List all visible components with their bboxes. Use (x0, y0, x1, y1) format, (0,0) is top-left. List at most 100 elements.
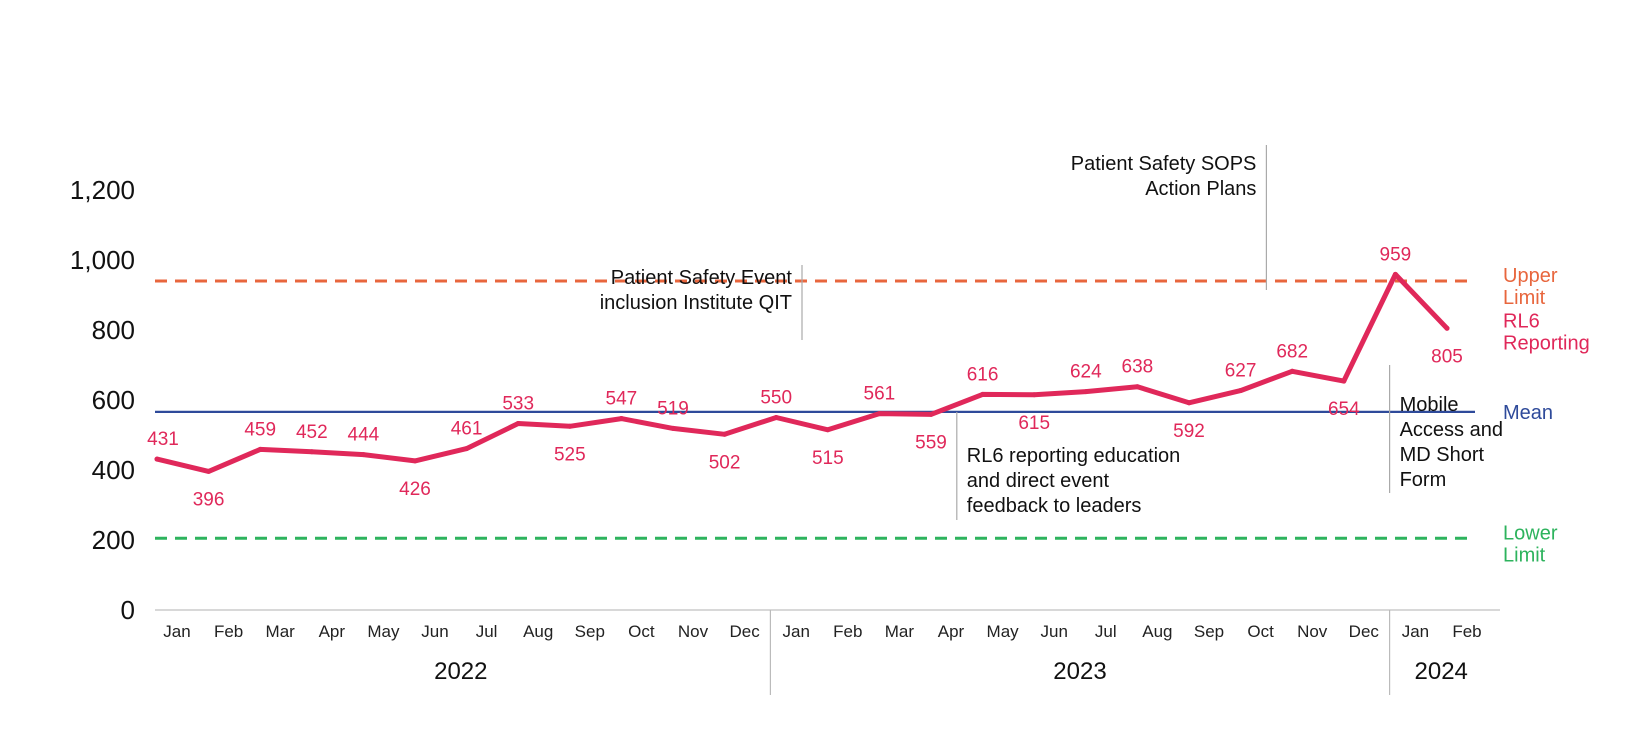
x-tick-label: Jan (1402, 622, 1429, 641)
data-point (618, 416, 624, 422)
data-label: 550 (760, 388, 792, 409)
data-point (1341, 378, 1347, 384)
data-label: 805 (1431, 346, 1463, 367)
data-point (1083, 389, 1089, 395)
mean-line-label: Mean (1503, 402, 1553, 424)
data-label: 515 (812, 448, 844, 469)
x-tick-label: Jul (476, 622, 498, 641)
series-rl6-reporting (154, 271, 1450, 474)
x-tick-label: Feb (833, 622, 862, 641)
upper-line-label: Upper (1503, 265, 1558, 287)
reference-lines (155, 279, 1475, 540)
data-point (360, 452, 366, 458)
data-point (206, 468, 212, 474)
data-point (154, 456, 160, 462)
annotation-text: Form (1400, 469, 1447, 491)
data-label: 592 (1173, 421, 1205, 442)
x-tick-label: Jun (421, 622, 448, 641)
x-tick-label: Jan (163, 622, 190, 641)
data-label: 459 (244, 419, 276, 440)
x-tick-label: Mar (266, 622, 296, 641)
data-label: 533 (502, 393, 534, 414)
data-point (567, 423, 573, 429)
data-point (722, 431, 728, 437)
x-tick-label: Mar (885, 622, 915, 641)
data-label: 682 (1276, 341, 1308, 362)
annotation-text: Access and (1400, 419, 1503, 441)
x-tick-label: Oct (628, 622, 655, 641)
data-label: 396 (193, 489, 225, 510)
annotation-text: and direct event (967, 470, 1110, 492)
series-label: Reporting (1503, 332, 1590, 354)
data-point (670, 425, 676, 431)
annotation-text: inclusion Institute QIT (600, 292, 792, 314)
x-tick-label: May (367, 622, 400, 641)
x-axis: Jan Feb Mar Apr May Jun Jul Aug Sep Oct Nov Dec Jan F… (155, 609, 1500, 695)
data-point (1186, 400, 1192, 406)
annotation-text: Mobile (1400, 394, 1459, 416)
data-point (773, 415, 779, 420)
data-label: 461 (451, 419, 483, 440)
year-label: 2022 (434, 658, 487, 685)
y-tick-label: 200 (92, 525, 135, 555)
x-tick-label: Jun (1040, 622, 1067, 641)
x-tick-label: Jan (782, 622, 809, 641)
y-tick-label: 0 (121, 595, 135, 625)
data-point (1289, 368, 1295, 374)
y-axis: 0 200 400 600 800 1,000 1,200 (70, 175, 135, 625)
annotations: Patient Safety Event inclusion Institute … (600, 145, 1503, 520)
data-point (825, 427, 831, 433)
data-label: 444 (348, 425, 380, 446)
data-label: 559 (915, 432, 947, 453)
data-label: 502 (709, 452, 741, 473)
annotation-text: feedback to leaders (967, 495, 1142, 517)
annotation-text: RL6 reporting education (967, 445, 1180, 467)
x-tick-label: Apr (319, 622, 346, 641)
y-tick-label: 1,000 (70, 245, 135, 275)
year-label: 2024 (1415, 658, 1468, 685)
data-point (1134, 384, 1140, 390)
x-tick-label: Sep (575, 622, 605, 641)
data-point (309, 449, 315, 455)
x-tick-label: Feb (1452, 622, 1481, 641)
upper-line-label: Limit (1503, 287, 1546, 309)
data-label: 654 (1328, 399, 1360, 420)
data-label: 547 (606, 389, 638, 410)
data-label: 431 (147, 429, 179, 450)
data-point (1444, 325, 1450, 331)
data-point (412, 458, 418, 464)
x-tick-label: Aug (1142, 622, 1172, 641)
data-label: 525 (554, 444, 586, 465)
data-label: 638 (1122, 357, 1154, 378)
data-label: 616 (967, 364, 999, 385)
annotation-text: Patient Safety Event (611, 267, 793, 289)
lower-line-label: Limit (1503, 544, 1546, 566)
x-tick-label: Dec (1349, 622, 1380, 641)
series-line (154, 271, 1450, 474)
x-tick-label: Jul (1095, 622, 1117, 641)
data-point (464, 446, 470, 452)
y-tick-label: 600 (92, 385, 135, 415)
annotation-text: Patient Safety SOPS (1071, 153, 1257, 175)
x-tick-label: Nov (1297, 622, 1328, 641)
y-tick-label: 400 (92, 455, 135, 485)
data-point (876, 411, 882, 417)
annotation-text: Action Plans (1145, 178, 1256, 200)
x-tick-label: Oct (1247, 622, 1274, 641)
year-label: 2023 (1053, 658, 1106, 685)
annotation-text: MD Short (1400, 444, 1485, 466)
x-tick-label: Dec (729, 622, 760, 641)
data-label: 452 (296, 422, 328, 443)
data-point (1031, 392, 1037, 398)
data-point (928, 411, 934, 417)
data-point (515, 420, 521, 426)
data-label: 426 (399, 479, 431, 500)
x-tick-label: Aug (523, 622, 553, 641)
data-label: 561 (864, 384, 896, 405)
data-point (980, 391, 986, 397)
x-tick-label: May (987, 622, 1020, 641)
data-label: 519 (657, 398, 689, 419)
data-point (1238, 388, 1244, 394)
x-tick-label: Sep (1194, 622, 1224, 641)
